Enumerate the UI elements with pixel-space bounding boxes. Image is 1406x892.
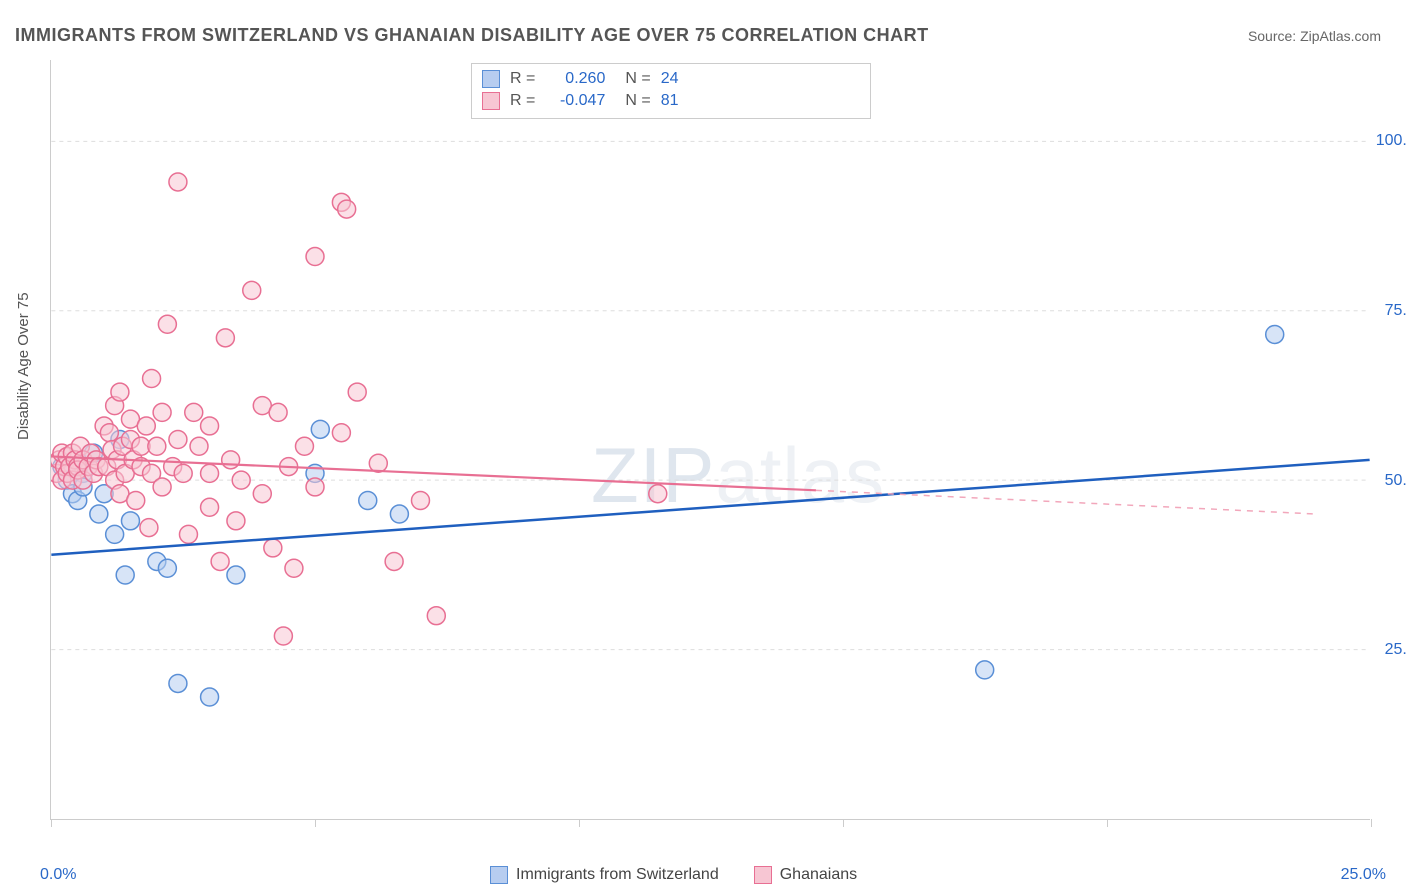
swiss-point [169, 674, 187, 692]
correlation-chart: { "title": "IMMIGRANTS FROM SWITZERLAND … [0, 0, 1406, 892]
swiss-point [90, 505, 108, 523]
ghana-point [169, 431, 187, 449]
ghana-point [274, 627, 292, 645]
ghana-point [285, 559, 303, 577]
stats-row: R = 0.260 N = 24 [482, 68, 860, 90]
ghana-point [332, 424, 350, 442]
x-tick-label: 0.0% [40, 866, 76, 884]
r-label: R = [510, 70, 535, 88]
ghana-point [253, 485, 271, 503]
ghana-point [185, 403, 203, 421]
swiss-point [227, 566, 245, 584]
trend-line [51, 460, 1369, 555]
legend-item: Immigrants from Switzerland [490, 866, 719, 884]
x-tick-label: 25.0% [1341, 866, 1386, 884]
n-label: N = [625, 70, 650, 88]
ghana-point [158, 315, 176, 333]
ghana-point [111, 383, 129, 401]
swiss-point [121, 512, 139, 530]
ghana-point [153, 478, 171, 496]
swiss-point [106, 525, 124, 543]
r-label: R = [510, 92, 535, 110]
plot-area: ZIPatlas R = 0.260 N = 24 R = -0.047 N =… [50, 60, 1370, 820]
ghana-point [140, 519, 158, 537]
source-label: Source: [1248, 28, 1296, 44]
ghana-point [190, 437, 208, 455]
r-value: -0.047 [545, 92, 605, 110]
ghana-point [385, 552, 403, 570]
series-swatch [490, 866, 508, 884]
ghana-point [201, 498, 219, 516]
ghana-point [179, 525, 197, 543]
ghana-point [227, 512, 245, 530]
swiss-point [116, 566, 134, 584]
ghana-point [348, 383, 366, 401]
ghana-point [143, 370, 161, 388]
ghana-point [153, 403, 171, 421]
chart-title: IMMIGRANTS FROM SWITZERLAND VS GHANAIAN … [15, 25, 929, 46]
y-tick-label: 100.0% [1376, 132, 1406, 150]
swiss-point [311, 420, 329, 438]
source-attribution: Source: ZipAtlas.com [1248, 28, 1381, 44]
legend-item: Ghanaians [754, 866, 857, 884]
ghana-point [232, 471, 250, 489]
ghana-point [411, 492, 429, 510]
swiss-point [359, 492, 377, 510]
plot-svg [51, 60, 1370, 819]
swiss-point [158, 559, 176, 577]
series-swatch [482, 70, 500, 88]
n-label: N = [625, 92, 650, 110]
ghana-point [369, 454, 387, 472]
ghana-point [264, 539, 282, 557]
n-value: 81 [661, 92, 721, 110]
y-tick-label: 50.0% [1385, 472, 1406, 490]
legend-label: Immigrants from Switzerland [516, 866, 719, 884]
swiss-point [976, 661, 994, 679]
n-value: 24 [661, 70, 721, 88]
ghana-point [269, 403, 287, 421]
y-axis-label: Disability Age Over 75 [15, 292, 32, 440]
swiss-point [390, 505, 408, 523]
ghana-point [243, 281, 261, 299]
ghana-point [201, 417, 219, 435]
ghana-point [127, 492, 145, 510]
ghana-point [216, 329, 234, 347]
ghana-point [148, 437, 166, 455]
legend-label: Ghanaians [780, 866, 857, 884]
swiss-point [201, 688, 219, 706]
ghana-point [137, 417, 155, 435]
ghana-point [306, 248, 324, 266]
ghana-point [211, 552, 229, 570]
ghana-point [100, 424, 118, 442]
trend-line [816, 490, 1317, 514]
stats-row: R = -0.047 N = 81 [482, 90, 860, 112]
ghana-point [295, 437, 313, 455]
r-value: 0.260 [545, 70, 605, 88]
ghana-point [427, 607, 445, 625]
ghana-point [169, 173, 187, 191]
ghana-point [338, 200, 356, 218]
series-swatch [482, 92, 500, 110]
legend-bottom: Immigrants from Switzerland Ghanaians [490, 866, 857, 884]
ghana-point [174, 464, 192, 482]
stats-legend-box: R = 0.260 N = 24 R = -0.047 N = 81 [471, 63, 871, 119]
ghana-point [201, 464, 219, 482]
y-tick-label: 75.0% [1385, 302, 1406, 320]
ghana-point [649, 485, 667, 503]
y-tick-label: 25.0% [1385, 641, 1406, 659]
ghana-point [306, 478, 324, 496]
ghana-point [222, 451, 240, 469]
series-swatch [754, 866, 772, 884]
swiss-point [1266, 325, 1284, 343]
source-link[interactable]: ZipAtlas.com [1300, 28, 1381, 44]
